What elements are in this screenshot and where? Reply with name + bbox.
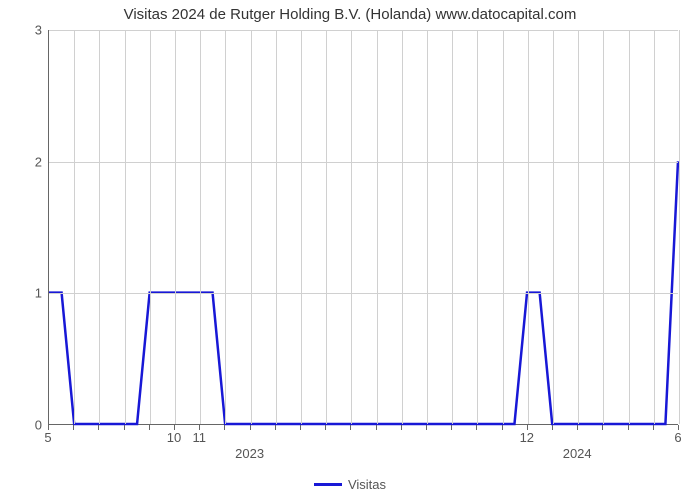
legend: Visitas	[0, 476, 700, 492]
grid-line-v	[225, 30, 226, 424]
x-tick	[451, 425, 452, 430]
grid-line-v	[603, 30, 604, 424]
x-tick	[73, 425, 74, 430]
x-tick	[224, 425, 225, 430]
x-tick	[628, 425, 629, 430]
x-year-label: 2024	[563, 446, 592, 461]
y-tick-label: 2	[28, 154, 42, 169]
grid-line-v	[427, 30, 428, 424]
grid-line-h	[49, 30, 678, 31]
grid-line-v	[125, 30, 126, 424]
x-tick	[98, 425, 99, 430]
grid-line-v	[175, 30, 176, 424]
grid-line-v	[629, 30, 630, 424]
line-series	[49, 30, 678, 424]
legend-label: Visitas	[348, 477, 386, 492]
x-tick	[577, 425, 578, 430]
grid-line-v	[150, 30, 151, 424]
x-tick-label: 11	[192, 430, 206, 445]
grid-line-v	[528, 30, 529, 424]
x-tick	[149, 425, 150, 430]
x-tick	[653, 425, 654, 430]
chart-title: Visitas 2024 de Rutger Holding B.V. (Hol…	[0, 6, 700, 23]
plot-area	[48, 30, 678, 425]
x-tick	[552, 425, 553, 430]
x-tick	[325, 425, 326, 430]
grid-line-v	[326, 30, 327, 424]
grid-line-v	[301, 30, 302, 424]
legend-swatch	[314, 483, 342, 486]
x-tick	[502, 425, 503, 430]
grid-line-v	[553, 30, 554, 424]
x-tick-label: 12	[520, 430, 534, 445]
y-tick-label: 0	[28, 418, 42, 433]
x-year-label: 2023	[235, 446, 264, 461]
grid-line-v	[578, 30, 579, 424]
grid-line-v	[276, 30, 277, 424]
x-tick	[426, 425, 427, 430]
grid-line-v	[99, 30, 100, 424]
chart-container: { "chart": { "type": "line", "title": "V…	[0, 0, 700, 500]
grid-line-v	[477, 30, 478, 424]
grid-line-v	[402, 30, 403, 424]
x-tick-label: 5	[44, 430, 51, 445]
grid-line-v	[503, 30, 504, 424]
x-tick	[300, 425, 301, 430]
grid-line-h	[49, 162, 678, 163]
x-tick	[376, 425, 377, 430]
x-tick	[476, 425, 477, 430]
y-tick-label: 1	[28, 286, 42, 301]
grid-line-v	[200, 30, 201, 424]
x-tick	[124, 425, 125, 430]
x-tick	[250, 425, 251, 430]
x-tick	[602, 425, 603, 430]
x-tick	[275, 425, 276, 430]
grid-line-v	[74, 30, 75, 424]
grid-line-v	[351, 30, 352, 424]
grid-line-v	[452, 30, 453, 424]
grid-line-h	[49, 293, 678, 294]
grid-line-v	[377, 30, 378, 424]
grid-line-v	[654, 30, 655, 424]
y-tick-label: 3	[28, 23, 42, 38]
x-tick	[401, 425, 402, 430]
grid-line-v	[251, 30, 252, 424]
grid-line-v	[679, 30, 680, 424]
x-tick-label: 10	[167, 430, 181, 445]
x-tick-label: 6	[674, 430, 681, 445]
x-tick	[350, 425, 351, 430]
